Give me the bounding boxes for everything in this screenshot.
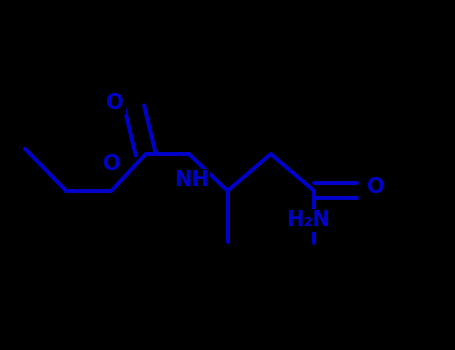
Text: O: O: [103, 154, 120, 175]
Text: O: O: [368, 177, 385, 197]
Text: O: O: [106, 93, 124, 113]
Text: NH: NH: [174, 170, 208, 190]
Text: H₂N: H₂N: [287, 210, 330, 231]
